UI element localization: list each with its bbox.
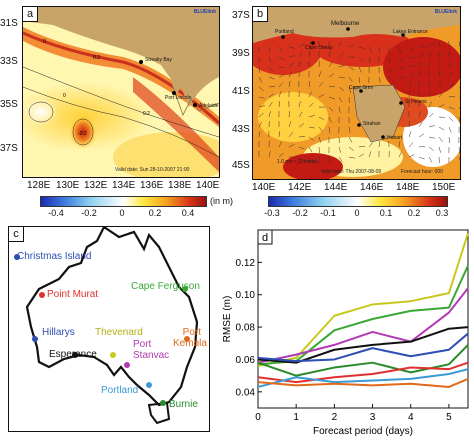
lat-label: 45S: [232, 160, 250, 171]
colorbar-tick: 0.4: [182, 208, 195, 218]
lon-label: 140E: [252, 182, 275, 193]
contour-label: 0.2: [93, 55, 100, 61]
panel-a-map: 0 0.2 0 -0.2 0.2 a BLUElink Streaky Bay …: [22, 6, 220, 178]
place-label: Cape Otway: [305, 45, 333, 51]
station-dot: [32, 336, 38, 342]
lon-label: 140E: [196, 180, 219, 191]
y-axis-title: RMSE (m): [222, 296, 233, 343]
colorbar-tick: -0.3: [264, 208, 280, 218]
contour-label: 0.2: [143, 111, 150, 117]
place-label: Strahan: [363, 121, 381, 127]
lon-label: 148E: [396, 182, 419, 193]
y-tick-label: 0.08: [236, 323, 256, 334]
lon-label: 146E: [360, 182, 383, 193]
place-label: St Helens: [405, 99, 427, 105]
colorbar-b: [268, 196, 448, 207]
station-label: Port Stanvac: [133, 339, 163, 361]
place-label: Port Lincoln: [165, 95, 191, 101]
colorbar-tick: 0: [119, 208, 124, 218]
panel-c-map: c Christmas Island Point Murat Cape Ferg…: [8, 226, 210, 432]
panel-a-letter: a: [23, 7, 38, 22]
station-label: Thevenard: [95, 327, 143, 338]
contour-label: -0.2: [78, 131, 87, 137]
station-dot: [146, 382, 152, 388]
station-label: Burnie: [169, 399, 198, 410]
colorbar-tick: -0.1: [320, 208, 336, 218]
place-label: Cape Grim: [349, 85, 373, 91]
rmse-line-chart: d 0.04 0.06 0.08 0.10 0.12 0 1 2 3 4 5 Forecast peri…: [218, 222, 474, 438]
contour-label: 0: [43, 39, 46, 45]
colorbar-tick: 0.2: [408, 208, 421, 218]
place-label: Hobart: [387, 135, 402, 141]
x-tick-label: 3: [370, 412, 376, 423]
panel-c-letter: c: [9, 227, 24, 242]
lon-label: 144E: [324, 182, 347, 193]
contour-label: 0: [63, 93, 66, 99]
place-label: Adelaide: [199, 103, 218, 109]
station-dot: [39, 292, 45, 298]
y-tick-label: 0.12: [236, 258, 256, 269]
lat-label: 39S: [232, 48, 250, 59]
lat-label: 37S: [0, 143, 18, 154]
forecast-hour: Forecast hour: 000: [401, 169, 443, 175]
valid-date: Valid date: Sun 28-10-2007 21:00: [115, 167, 189, 173]
panel-d-letter: d: [262, 232, 268, 244]
y-tick-label: 0.04: [236, 387, 256, 398]
lon-label: 142E: [288, 182, 311, 193]
lon-label: 136E: [140, 180, 163, 191]
valid-date: Valid date: Thu 2007-08-09: [321, 169, 381, 175]
colorbar-tick: -0.4: [48, 208, 64, 218]
lon-label: 132E: [84, 180, 107, 191]
colorbar-a: [40, 196, 207, 207]
colorbar-tick: -0.2: [292, 208, 308, 218]
panel-b-map: b BLUElink Melbourne Portland Cape Otway…: [252, 6, 461, 180]
lat-label: 43S: [232, 124, 250, 135]
vector-scale: 1.0 ms⁻¹ (2 knots): [277, 159, 317, 165]
lon-label: 130E: [56, 180, 79, 191]
station-label: Port Kembla: [173, 327, 201, 349]
station-dot: [160, 400, 166, 406]
lat-label: 31S: [0, 18, 18, 29]
x-tick-label: 5: [446, 412, 452, 423]
station-label: Hillarys: [42, 327, 75, 338]
station-label: Point Murat: [47, 289, 98, 300]
place-label: Melbourne: [331, 21, 359, 27]
panel-d-chart: d 0.04 0.06 0.08 0.10 0.12 0 1 2 3 4 5 Forecast peri…: [218, 222, 474, 438]
lon-label: 134E: [112, 180, 135, 191]
lon-label: 128E: [27, 180, 50, 191]
x-tick-label: 1: [293, 412, 299, 423]
panel-b-brand: BLUElink: [435, 9, 457, 15]
y-tick-label: 0.10: [236, 290, 256, 301]
place-label: Lakes Entrance: [393, 29, 428, 35]
panel-b-letter: b: [253, 7, 268, 22]
station-label: Portland: [101, 385, 138, 396]
x-tick-label: 4: [408, 412, 414, 423]
colorbar-tick: -0.2: [81, 208, 97, 218]
place-label: Streaky Bay: [145, 57, 172, 63]
panel-a-brand: BLUElink: [194, 9, 216, 15]
colorbar-tick: 0.3: [436, 208, 449, 218]
station-dot: [110, 352, 116, 358]
x-axis-title: Forecast period (days): [313, 426, 413, 437]
lat-label: 41S: [232, 86, 250, 97]
x-tick-label: 0: [255, 412, 261, 423]
panel-a-field: 0 0.2 0 -0.2 0.2: [23, 7, 219, 177]
colorbar-tick: 0.2: [149, 208, 162, 218]
lat-label: 37S: [232, 10, 250, 21]
place-label: Portland: [275, 29, 294, 35]
station-dot: [124, 362, 130, 368]
lon-label: 138E: [168, 180, 191, 191]
colorbar-tick: 0.1: [380, 208, 393, 218]
lon-label: 150E: [432, 182, 455, 193]
station-label: Cape Ferguson: [131, 281, 200, 292]
y-tick-label: 0.06: [236, 355, 256, 366]
x-tick-label: 2: [332, 412, 338, 423]
station-label: Esperance: [49, 349, 97, 360]
colorbar-tick: 0: [354, 208, 359, 218]
lat-label: 35S: [0, 99, 18, 110]
station-label: Christmas Island: [17, 251, 91, 262]
colorbar-unit: (in m): [210, 196, 233, 206]
lat-label: 33S: [0, 56, 18, 67]
